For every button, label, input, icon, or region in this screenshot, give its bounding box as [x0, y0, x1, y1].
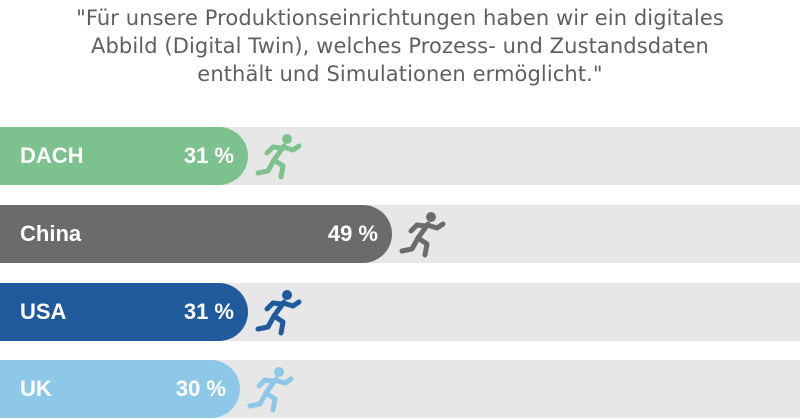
quote-line: enthält und Simulationen ermöglicht." [197, 62, 603, 86]
runner-icon [254, 287, 304, 337]
bar-usa: USA 31 % [0, 283, 248, 341]
category-label: UK [20, 376, 52, 401]
bar-track-china: China 49 % [0, 205, 800, 263]
runner-icon [254, 131, 304, 181]
value-label: 31 % [183, 143, 234, 168]
runner-icon [398, 209, 448, 259]
value-label: 30 % [175, 376, 226, 401]
chart-title-quote: "Für unsere Produktionseinrichtungen hab… [0, 4, 800, 88]
bar-uk: UK 30 % [0, 360, 240, 418]
category-label: China [20, 221, 82, 246]
quote-line: Abbild (Digital Twin), welches Prozess- … [91, 34, 709, 58]
bar-track-uk: UK 30 % [0, 360, 800, 418]
value-label: 31 % [183, 299, 234, 324]
runner-icon [246, 364, 296, 414]
category-label: USA [20, 299, 67, 324]
value-label: 49 % [327, 221, 378, 246]
bar-china: China 49 % [0, 205, 392, 263]
quote-line: "Für unsere Produktionseinrichtungen hab… [76, 6, 724, 30]
bar-track-dach: DACH 31 % [0, 127, 800, 185]
bar-track-usa: USA 31 % [0, 283, 800, 341]
bar-dach: DACH 31 % [0, 127, 248, 185]
category-label: DACH [20, 143, 84, 168]
